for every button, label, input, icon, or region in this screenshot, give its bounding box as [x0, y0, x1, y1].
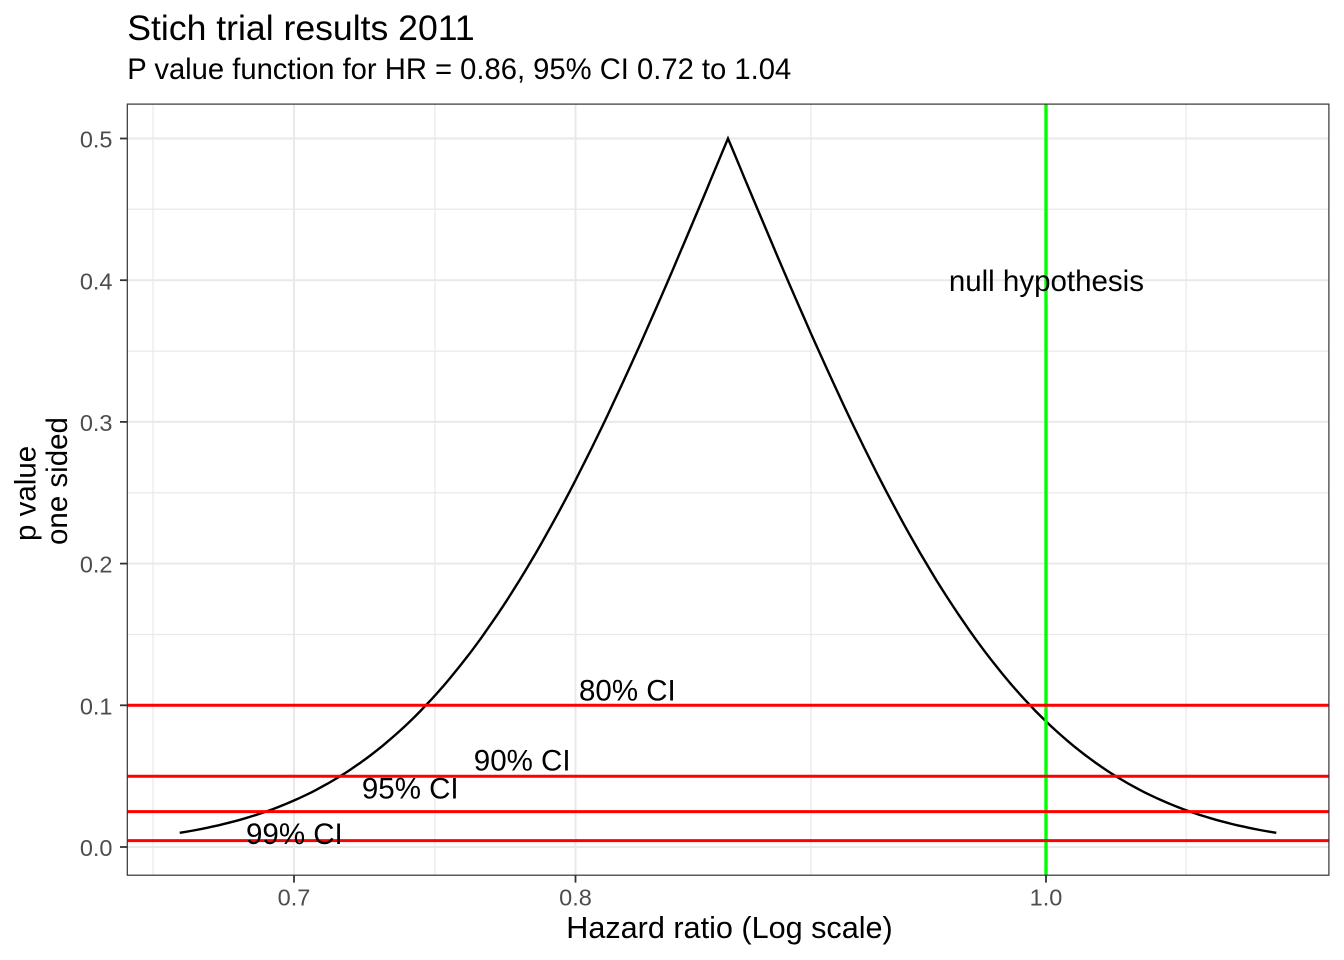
svg-text:0.8: 0.8 — [559, 885, 592, 911]
svg-text:80% CI: 80% CI — [579, 675, 676, 708]
svg-text:Stich trial results 2011: Stich trial results 2011 — [127, 8, 474, 48]
svg-text:0.1: 0.1 — [80, 693, 113, 719]
svg-text:0.4: 0.4 — [80, 268, 113, 294]
svg-text:Hazard ratio (Log scale): Hazard ratio (Log scale) — [566, 911, 892, 945]
svg-text:0.3: 0.3 — [80, 410, 113, 436]
svg-text:0.5: 0.5 — [80, 127, 113, 153]
svg-text:95% CI: 95% CI — [362, 773, 459, 806]
svg-text:0.2: 0.2 — [80, 552, 113, 578]
svg-text:0.7: 0.7 — [278, 885, 311, 911]
svg-text:P value function for HR = 0.86: P value function for HR = 0.86, 95% CI 0… — [127, 54, 791, 86]
svg-text:p value: p value — [10, 446, 43, 541]
svg-text:null hypothesis: null hypothesis — [949, 265, 1144, 298]
svg-text:0.0: 0.0 — [80, 835, 113, 861]
svg-text:99% CI: 99% CI — [246, 818, 343, 851]
svg-text:90% CI: 90% CI — [474, 745, 571, 778]
svg-text:1.0: 1.0 — [1030, 885, 1063, 911]
svg-text:one sided: one sided — [41, 417, 74, 545]
